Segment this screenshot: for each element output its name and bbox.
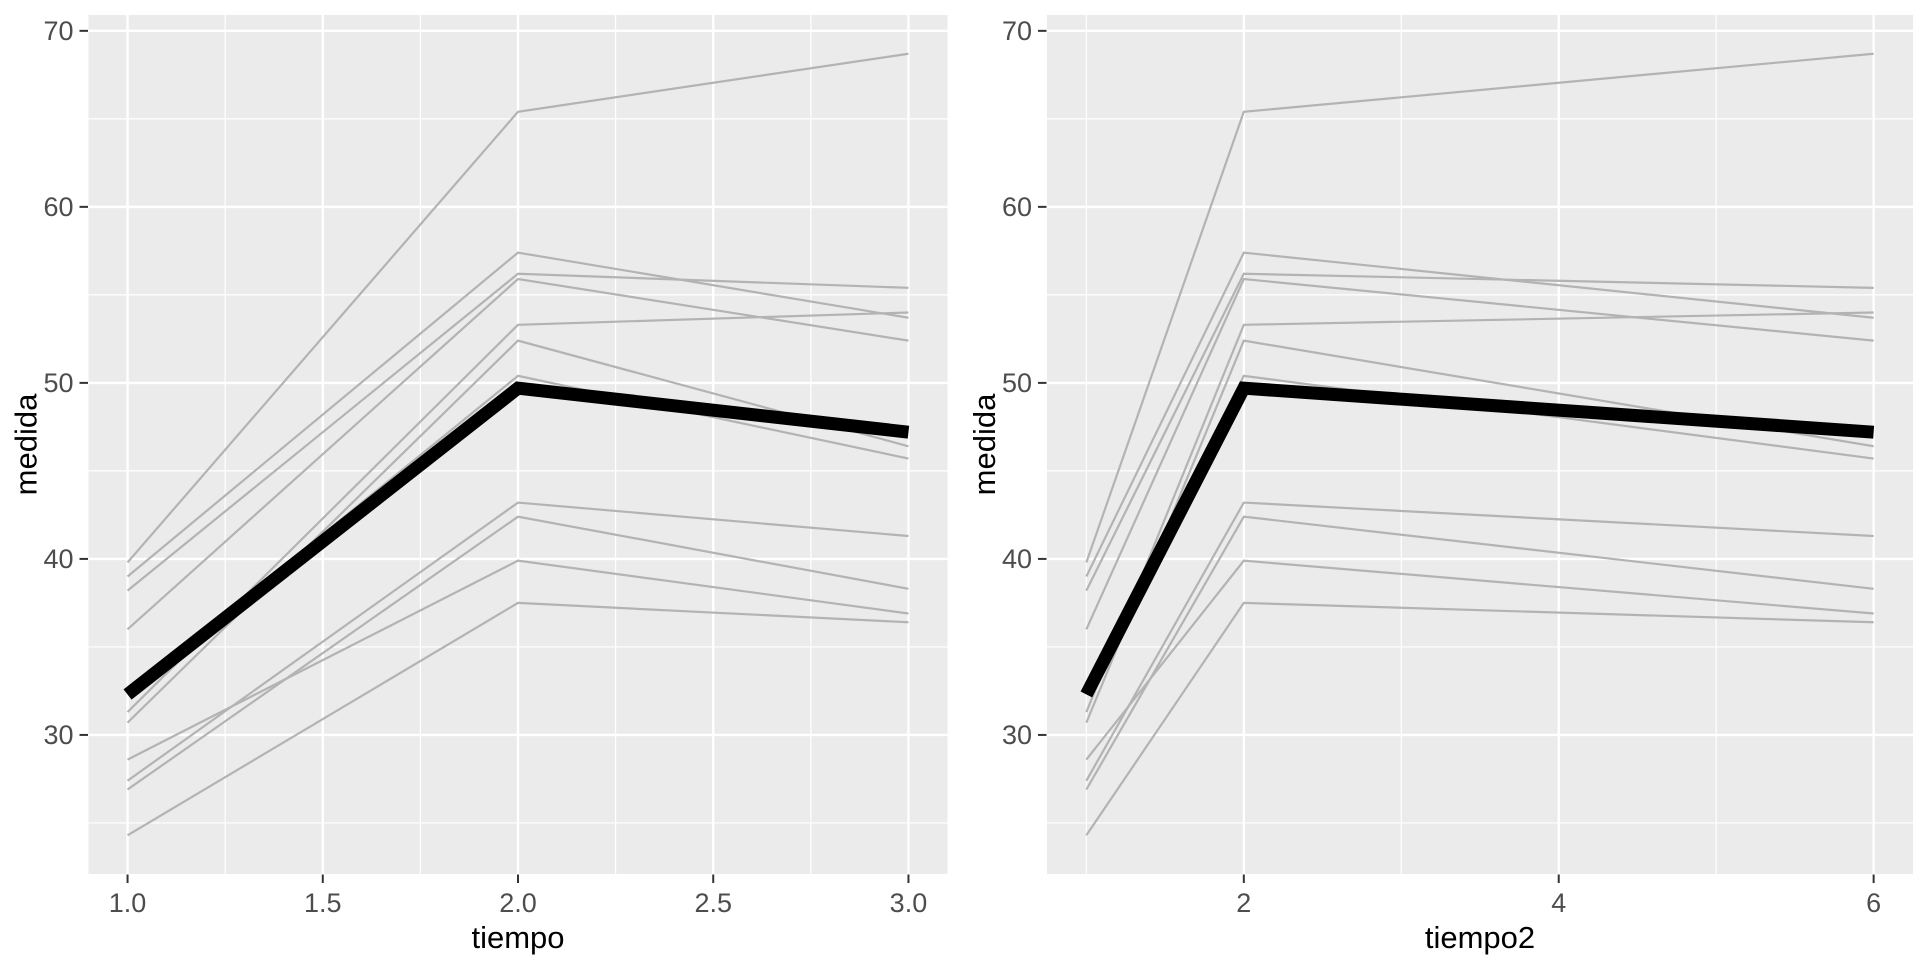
y-tick-label: 70 bbox=[43, 16, 73, 46]
subject-line bbox=[126, 277, 909, 631]
subject-line bbox=[1085, 251, 1874, 577]
y-tick-label: 40 bbox=[43, 544, 73, 574]
right-plot-panel: 2 4 6 30 40 50 60 70 tiempo2 medida bbox=[967, 15, 1913, 955]
subject-line bbox=[126, 515, 909, 791]
y-tick-label: 60 bbox=[1002, 192, 1032, 222]
subject-line bbox=[126, 251, 909, 578]
subject-line bbox=[1085, 501, 1874, 782]
x-axis-title: tiempo2 bbox=[1425, 920, 1535, 955]
y-tick-label: 30 bbox=[43, 720, 73, 750]
x-tick-label: 2.5 bbox=[694, 888, 732, 918]
x-tick-label: 2.0 bbox=[499, 888, 537, 918]
subject-line bbox=[1085, 515, 1874, 791]
subject-line bbox=[126, 272, 909, 592]
subject-line bbox=[1085, 559, 1874, 761]
y-tick-label: 40 bbox=[1002, 544, 1032, 574]
subject-line bbox=[1085, 272, 1874, 592]
subject-line bbox=[1085, 52, 1874, 563]
x-tick-label: 4 bbox=[1551, 888, 1566, 918]
subject-line bbox=[126, 311, 909, 713]
x-tick-label: 3.0 bbox=[890, 888, 928, 918]
mean-line bbox=[123, 381, 910, 700]
x-tick-label: 1.5 bbox=[304, 888, 342, 918]
subject-line bbox=[126, 601, 909, 837]
subject-line bbox=[1085, 277, 1874, 630]
subject-line bbox=[126, 52, 909, 564]
y-tick-label: 50 bbox=[43, 368, 73, 398]
x-tick-label: 6 bbox=[1866, 888, 1881, 918]
x-tick-label: 2 bbox=[1236, 888, 1251, 918]
subject-line bbox=[127, 559, 909, 761]
x-axis-title: tiempo bbox=[471, 920, 564, 955]
y-tick-label: 70 bbox=[1002, 16, 1032, 46]
y-tick-label: 50 bbox=[1002, 368, 1032, 398]
plot-panel-background bbox=[1047, 15, 1913, 874]
y-axis-title: medida bbox=[9, 393, 44, 495]
y-axis-title: medida bbox=[967, 393, 1002, 495]
subject-line bbox=[1085, 601, 1874, 836]
subject-line bbox=[126, 501, 909, 782]
y-tick-label: 60 bbox=[43, 192, 73, 222]
mean-line bbox=[1080, 381, 1875, 698]
y-tick-label: 30 bbox=[1002, 720, 1032, 750]
x-tick-label: 1.0 bbox=[109, 888, 147, 918]
left-plot-panel: 1.0 1.5 2.0 2.5 3.0 30 40 50 60 70 tiempo medida bbox=[9, 15, 948, 955]
